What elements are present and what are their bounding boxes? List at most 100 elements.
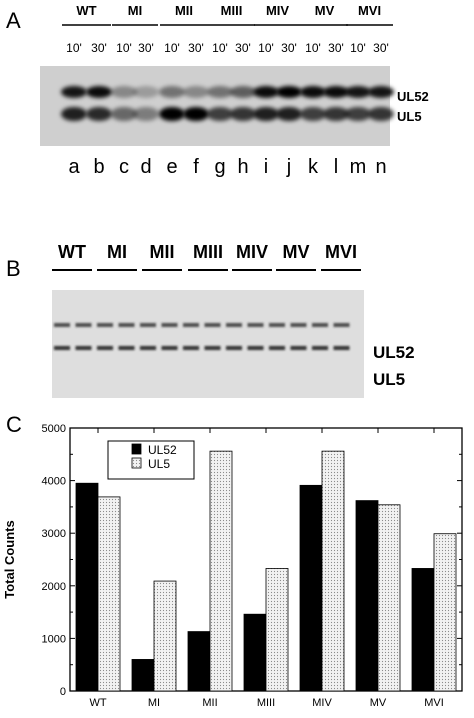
panel-a-lane-label: i [264,156,268,178]
panel-a-band-ul52-mark [183,86,209,98]
panel-a-time-label: 30' [235,41,251,55]
panel-b-group-label: MIII [193,242,223,262]
panel-b-group-label: MII [150,242,175,262]
panel-a-time-label: 30' [373,41,389,55]
panel-b-band-ul52-mark [75,323,92,327]
panel-a-band-ul52-mark [159,86,185,98]
panel-a-group-label: MII [175,3,193,18]
panel-a-letter: A [6,8,21,33]
panel-b-band-ul52-mark [269,323,285,327]
x-tick-label: MIV [312,697,332,709]
panel-b-band-ul52-mark [183,323,199,327]
panel-b-group-label: MV [283,242,310,262]
panel-b-band-ul5-mark [312,346,328,350]
panel-a-band-ul5-mark [61,107,87,121]
x-tick-label: MII [202,697,217,709]
bar-ul52-miv [299,484,323,692]
panel-b-group-label: MI [107,242,127,262]
panel-b-letter: B [6,256,21,281]
panel-b-band-ul5-mark [290,346,307,350]
panel-a-band-ul5-mark [253,107,279,121]
bar-ul5-miii [265,568,289,692]
panel-a-time-label: 10' [116,41,132,55]
panel-a-band-ul5-mark [300,107,326,121]
panel-a-time-label: 10' [258,41,274,55]
panel-a-band-ul52-mark [345,86,371,98]
panel-a-band-ul52-mark [133,86,159,98]
panel-b-band-ul52-mark [140,323,156,327]
panel-a-band-ul52-mark [323,86,349,98]
panel-b-band-ul52-mark [97,323,113,327]
panel-b-band-ul5-mark [269,346,285,350]
panel-a-group-label: MIV [266,3,289,18]
y-tick-label: 5000 [42,423,66,435]
panel-a-band-ul52-mark [111,86,137,98]
panel-a-lane-label: g [214,156,225,178]
panel-b-band-ul5-mark [226,346,242,350]
bar-ul5-miv [321,450,345,692]
panel-b-band-ul5-mark [161,346,178,350]
legend-label-ul5: UL5 [148,457,170,471]
panel-a-band-ul52-mark [86,86,112,98]
bar-ul5-mvi [433,533,457,692]
bar-ul5-mi [153,580,177,692]
panel-a-band-ul52-mark [368,86,394,98]
x-tick-label: MV [370,697,387,709]
panel-a-band-ul5-mark [111,107,137,121]
legend-swatch-ul5 [131,457,142,469]
panel-a-band-ul5-mark [159,107,185,121]
panel-a-group-label: MIII [221,3,243,18]
panel-a-band-ul52-mark [207,86,233,98]
x-tick-label: MIII [257,697,275,709]
panel-a-band-ul52: UL52 [397,89,429,104]
panel-b-band-ul52-mark [333,323,350,327]
panel-a-lane-label: c [119,156,129,178]
panel-b-group-label: MVI [325,242,357,262]
panel-b-band-ul5-mark [97,346,113,350]
y-axis-label: Total Counts [2,520,17,598]
panel-a-band-ul5-mark [230,107,256,121]
panel-b-band-ul52-mark [204,323,221,327]
panel-a-time-label: 30' [138,41,154,55]
y-tick-label: 4000 [42,476,66,488]
panel-b-band-ul5-mark [75,346,92,350]
panel-a-lane-label: d [140,156,151,178]
panel-a-group-label: MI [128,3,142,18]
panel-a-lane-label: h [237,156,248,178]
panel-a-lane-label: k [308,156,319,178]
panel-b-band-ul52-mark [290,323,307,327]
legend-label-ul52: UL52 [148,443,177,457]
panel-a-group-label: MV [315,3,335,18]
panel-a-time-label: 30' [91,41,107,55]
panel-b-group-label: WT [58,242,86,262]
panel-a-lane-label: j [286,156,291,178]
panel-a-band-ul52-mark [300,86,326,98]
y-tick-label: 2000 [42,581,66,593]
panel-a-time-label: 30' [281,41,297,55]
panel-a-time-label: 10' [350,41,366,55]
panel-a-band-ul52-mark [230,86,256,98]
panel-a-lane-label: f [193,156,199,178]
panel-a-time-label: 10' [66,41,82,55]
panel-b-band-ul5-mark [140,346,156,350]
panel-a-time-label: 10' [212,41,228,55]
bar-ul52-wt [75,482,99,692]
panel-a-lane-label: b [93,156,104,178]
panel-b-band-ul5-mark [204,346,221,350]
panel-b-band-ul52-mark [54,323,70,327]
panel-b-group-label: MIV [236,242,268,262]
panel-a-band-ul5-mark [207,107,233,121]
panel-b-band-ul52-mark [247,323,264,327]
panel-a-time-label: 10' [305,41,321,55]
panel-a-time-label: 10' [164,41,180,55]
panel-a-lane-label: n [375,156,386,178]
panel-b-band-ul52-mark [161,323,178,327]
panel-a-band-ul5-mark [345,107,371,121]
panel-a-band-ul52-mark [61,86,87,98]
panel-a-band-ul5-mark [276,107,302,121]
panel-b-band-ul5-mark [183,346,199,350]
panel-b-band-ul5-mark [54,346,70,350]
bar-ul52-miii [243,613,267,692]
